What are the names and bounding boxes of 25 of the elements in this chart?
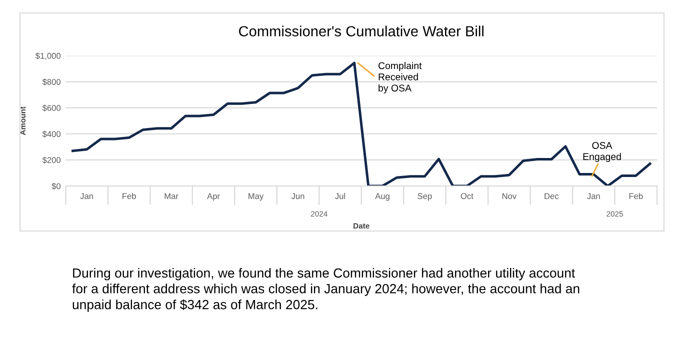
- x-tick-label: Jun: [291, 193, 304, 200]
- x-tick-label: May: [248, 193, 264, 201]
- annotation: OSA Engaged: [583, 142, 621, 162]
- y-tick-label: $800: [42, 78, 61, 86]
- y-tick-label: $1,000: [35, 52, 61, 60]
- x-tick-label: Jan: [587, 193, 600, 200]
- y-tick-label: $0: [52, 182, 61, 190]
- x-tick-label: Oct: [460, 193, 474, 200]
- x-tick-label: Apr: [207, 193, 220, 201]
- x-tick-label: Jul: [335, 192, 345, 200]
- y-tick-label: $200: [42, 156, 61, 164]
- x-tick-label: Nov: [502, 193, 517, 200]
- y-tick-label: $600: [42, 104, 61, 112]
- line-series: [71, 62, 652, 186]
- chart-title: Commissioner's Cumulative Water Bill: [239, 26, 484, 36]
- x-tick-label: Aug: [375, 193, 390, 201]
- x-tick-label: Feb: [122, 192, 136, 200]
- x-tick-label: Jan: [80, 193, 93, 200]
- text: During our investigation, we found the same Commissioner had another utility account for a different address which was closed in January 2024; however, the account had an unpaid balance of $342 as of March 2025.: [72, 268, 580, 312]
- x-tick-label: Sep: [418, 193, 432, 201]
- x-tick-label: Mar: [164, 193, 178, 200]
- annotation: Complaint Received by OSA: [378, 62, 422, 94]
- x-tick-label: Feb: [629, 192, 643, 200]
- x-tick-label: Dec: [544, 193, 559, 200]
- y-tick-label: $400: [42, 130, 61, 138]
